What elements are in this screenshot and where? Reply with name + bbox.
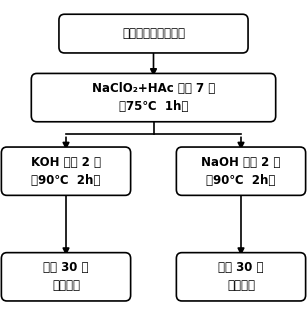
Text: 已抽提过的花生壳粉: 已抽提过的花生壳粉 — [122, 27, 185, 40]
Text: NaOH 处理 2 次
（90℃  2h）: NaOH 处理 2 次 （90℃ 2h） — [201, 156, 281, 187]
Text: 研磨 30 次
真空滤膜: 研磨 30 次 真空滤膜 — [43, 261, 89, 292]
Text: 研磨 30 次
真空滤膜: 研磨 30 次 真空滤膜 — [218, 261, 264, 292]
FancyBboxPatch shape — [1, 253, 131, 301]
Text: NaClO₂+HAc 处理 7 次
（75℃  1h）: NaClO₂+HAc 处理 7 次 （75℃ 1h） — [92, 82, 215, 113]
FancyBboxPatch shape — [1, 147, 131, 195]
FancyBboxPatch shape — [176, 253, 306, 301]
FancyBboxPatch shape — [31, 73, 276, 122]
FancyBboxPatch shape — [59, 14, 248, 53]
FancyBboxPatch shape — [176, 147, 306, 195]
Text: KOH 处理 2 次
（90℃  2h）: KOH 处理 2 次 （90℃ 2h） — [31, 156, 101, 187]
